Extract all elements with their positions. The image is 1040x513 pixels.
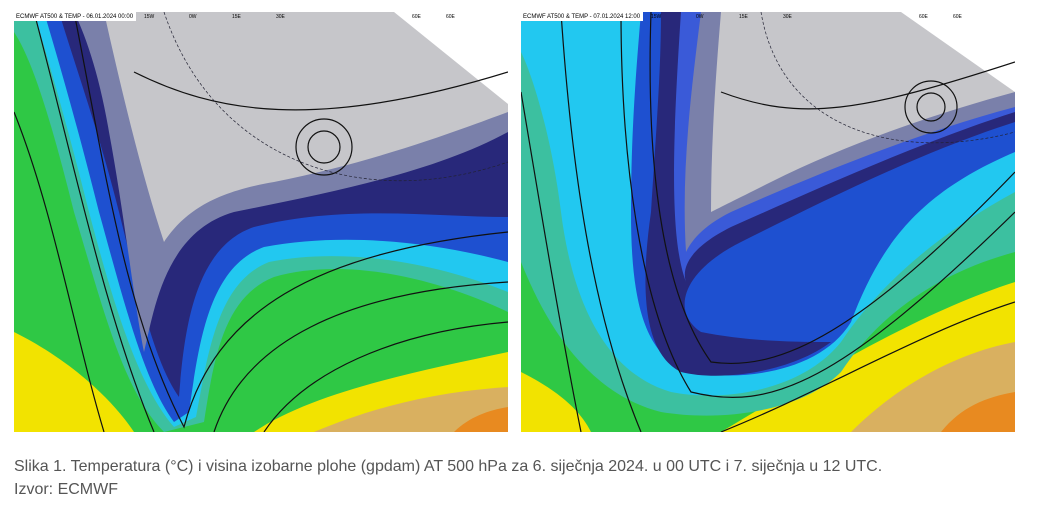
lon-label: 0W bbox=[696, 14, 704, 20]
lon-label: 15W bbox=[144, 14, 155, 20]
lon-label: 15E bbox=[739, 14, 749, 20]
caption-source: Izvor: ECMWF bbox=[14, 481, 118, 498]
lon-label: 60E bbox=[412, 14, 422, 20]
lon-label: 0W bbox=[189, 14, 197, 20]
lon-label: 60E bbox=[919, 14, 929, 20]
lon-label: 30E bbox=[783, 14, 793, 20]
map-left: ECMWF AT500 & TEMP - 06.01.2024 00:00 15… bbox=[14, 12, 508, 432]
caption: Slika 1. Temperatura (°C) i visina izoba… bbox=[14, 458, 882, 475]
lon-label: 15E bbox=[232, 14, 242, 20]
map-right: ECMWF AT500 & TEMP - 07.01.2024 12:00 15… bbox=[521, 12, 1015, 432]
lon-label: 60E bbox=[953, 14, 963, 20]
lon-label: 30E bbox=[276, 14, 286, 20]
map-header: ECMWF AT500 & TEMP - 06.01.2024 00:00 bbox=[16, 14, 134, 20]
map-header: ECMWF AT500 & TEMP - 07.01.2024 12:00 bbox=[523, 14, 641, 20]
lon-label: 60E bbox=[446, 14, 456, 20]
lon-label: 15W bbox=[651, 14, 662, 20]
